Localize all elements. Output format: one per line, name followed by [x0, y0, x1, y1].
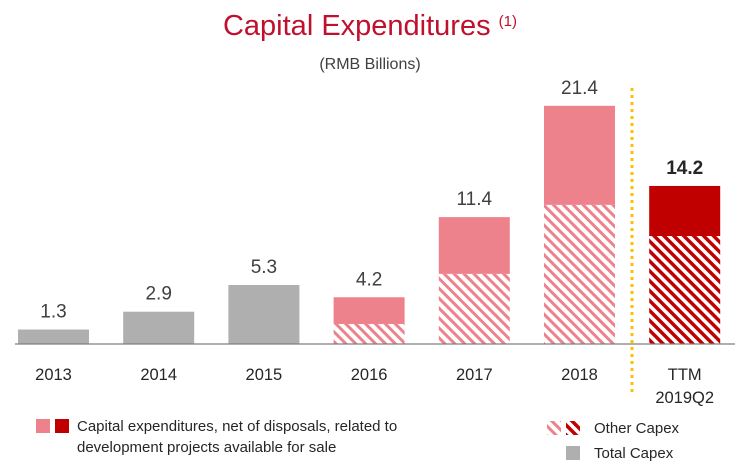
x-tick-label-2016: 2016: [351, 366, 388, 384]
x-tick-label-2013: 2013: [35, 366, 72, 384]
bar-other-capex-2018: [544, 204, 615, 344]
value-label-2015: 5.3: [251, 257, 277, 278]
bar-net-capex-2017: [438, 217, 510, 274]
chart-subtitle: (RMB Billions): [319, 56, 421, 73]
value-label-2016: 4.2: [356, 269, 382, 290]
chart-title: Capital Expenditures (1): [0, 10, 740, 43]
x-tick-label-ttm-2019q2-1: TTM: [668, 366, 702, 384]
bar-other-capex-2016: [333, 323, 405, 344]
bar-other-capex-2017: [438, 273, 510, 344]
bar-total-capex-2014: [123, 311, 195, 344]
value-label-ttm-2019q2: 14.2: [666, 158, 703, 179]
value-label-2014: 2.9: [145, 284, 171, 305]
legend-swatch-net-capex-highlight: [55, 419, 69, 433]
legend-net-capex-line1: Capital expenditures, net of disposals, …: [77, 418, 398, 435]
bar-total-capex-2013: [18, 329, 89, 344]
legend-other-capex-label: Other Capex: [594, 420, 680, 437]
x-tick-label-2018: 2018: [561, 366, 598, 384]
legend-swatch-net-capex: [36, 419, 50, 433]
legend-swatch-other-capex-highlight: [566, 421, 580, 435]
legend-swatch-total-capex: [566, 446, 580, 460]
bar-net-capex-ttm-2019q2: [649, 185, 721, 237]
x-tick-label-ttm-2019q2-2: 2019Q2: [655, 389, 714, 407]
x-tick-label-2017: 2017: [456, 366, 493, 384]
value-label-2017: 11.4: [457, 189, 493, 210]
value-label-2018: 21.4: [561, 78, 598, 99]
legend-total-capex-label: Total Capex: [594, 445, 674, 462]
value-label-2013: 1.3: [40, 302, 66, 323]
legend-swatch-other-capex: [547, 421, 561, 435]
labels-layer: 1.3 2013 2.9 2014 5.3 2015 4.2 2016 11.4 2017 21.4…: [35, 78, 714, 407]
bar-other-capex-ttm-2019q2: [649, 236, 721, 344]
legend-net-capex-line2: development projects available for sale: [77, 439, 337, 456]
chart-title-text: Capital Expenditures: [222, 10, 491, 42]
bar-net-capex-2018: [544, 105, 615, 205]
legend-swatches: [36, 419, 580, 460]
chart-title-footnote: (1): [498, 13, 517, 31]
bar-net-capex-2016: [333, 297, 405, 324]
x-tick-label-2015: 2015: [246, 366, 283, 384]
bar-total-capex-2015: [228, 285, 300, 344]
x-tick-label-2014: 2014: [140, 366, 177, 384]
legend-net-capex-label: Capital expenditures, net of disposals, …: [77, 416, 397, 458]
bars-layer: [18, 105, 721, 344]
